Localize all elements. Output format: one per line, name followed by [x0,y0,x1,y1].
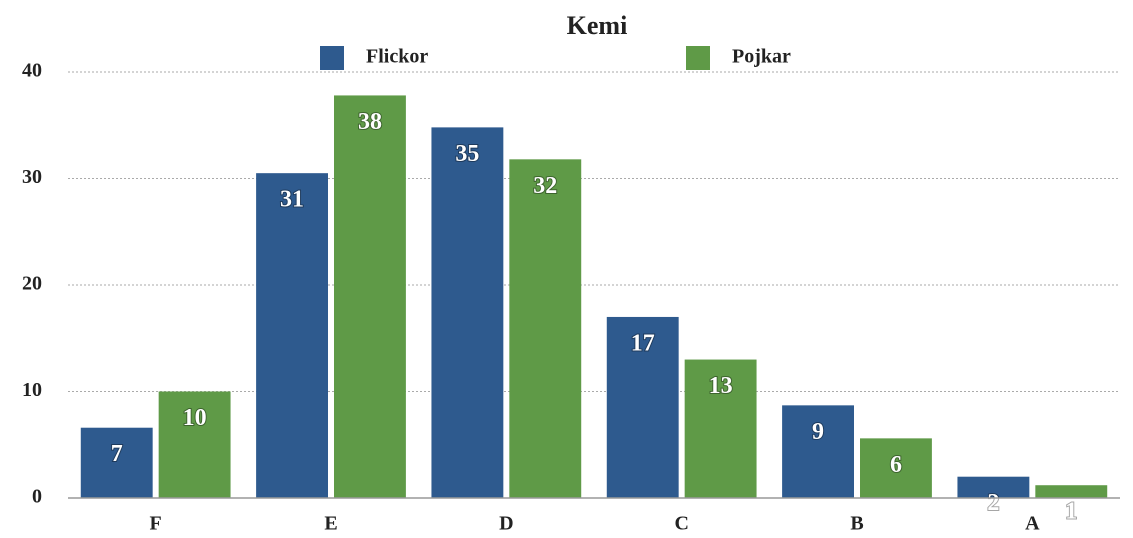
legend-label: Pojkar [732,46,791,68]
legend-label: Flickor [366,46,428,68]
y-tick-label: 40 [22,60,42,82]
value-label: 13 [709,373,733,399]
x-tick-label: B [850,513,863,535]
y-tick-label: 0 [32,486,42,508]
value-label: 10 [183,405,207,431]
value-label: 9 [812,419,824,445]
value-label: 1 [1065,499,1077,525]
x-tick-label: D [499,513,513,535]
y-tick-label: 10 [22,379,42,401]
y-tick-label: 20 [22,273,42,295]
value-label: 35 [455,141,479,167]
x-tick-label: A [1025,513,1040,535]
legend-swatch [320,46,344,70]
bar [957,476,1030,498]
x-tick-label: C [674,513,688,535]
bar [431,127,504,498]
bar [158,391,231,498]
bar [860,438,932,498]
x-tick-label: F [150,513,162,535]
bar [509,159,582,498]
legend-swatch [686,46,710,70]
value-label: 38 [358,109,382,135]
value-label: 2 [987,490,999,516]
bar [80,427,153,498]
value-label: 17 [631,330,655,356]
value-label: 6 [890,452,902,478]
bar [684,359,757,498]
bar [782,405,854,498]
bar [334,95,406,499]
chart-title: Kemi [567,11,628,40]
value-label: 31 [280,187,304,213]
bar [1035,485,1108,498]
value-label: 7 [111,441,123,467]
y-tick-label: 30 [22,166,42,188]
bar [606,316,679,498]
bar [256,173,328,499]
value-label: 32 [533,173,557,199]
x-tick-label: E [324,513,337,535]
